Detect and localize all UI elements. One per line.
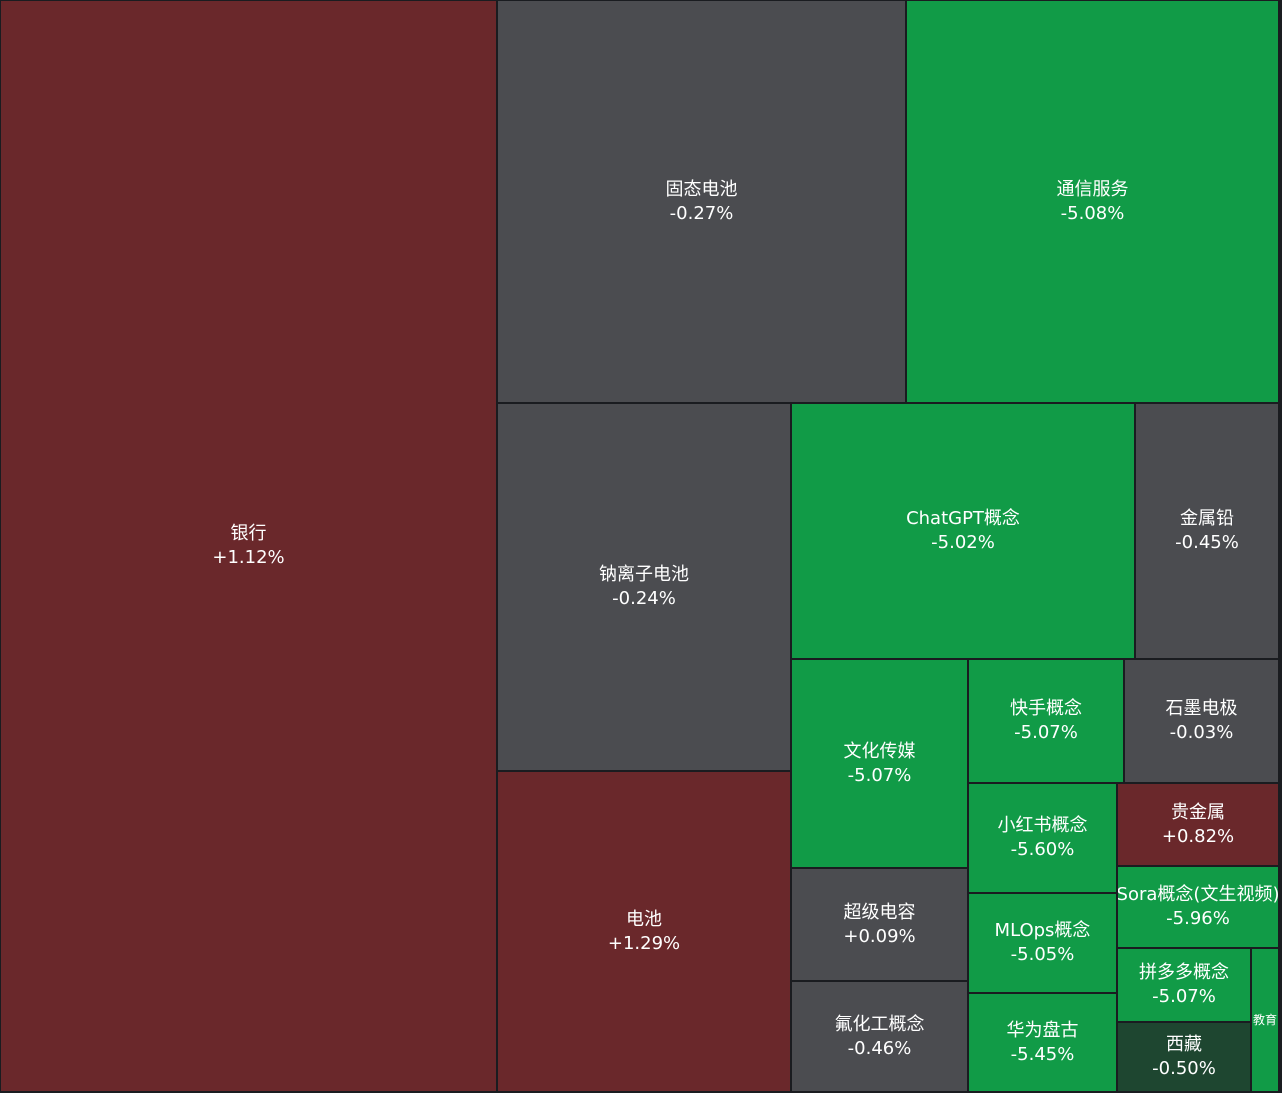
sector-name: 银行 <box>230 523 267 544</box>
sector-change: -5.07% <box>1152 986 1216 1007</box>
sector-change: -5.08% <box>1060 202 1125 224</box>
sector-tile[interactable]: 文化传媒 -5.07% <box>791 659 968 868</box>
sector-tile[interactable]: 教育 <box>1251 948 1279 1092</box>
sector-tile[interactable]: Sora概念(文生视频) -5.96% <box>1117 866 1279 948</box>
sector-name: ChatGPT概念 <box>906 508 1020 529</box>
sector-change: -0.24% <box>612 588 676 609</box>
sector-change: -0.03% <box>1169 722 1234 743</box>
sector-name: 贵金属 <box>1171 801 1225 823</box>
sector-change: -0.27% <box>669 202 734 224</box>
sector-name: 教育 <box>1252 1013 1277 1027</box>
sector-name: 西藏 <box>1166 1034 1202 1055</box>
sector-tile[interactable]: 快手概念 -5.07% <box>968 659 1124 783</box>
sector-change: -0.45% <box>1175 532 1239 553</box>
sector-tile[interactable]: 华为盘古 -5.45% <box>968 993 1117 1092</box>
sector-name: 氟化工概念 <box>834 1013 925 1035</box>
sector-tile[interactable]: 西藏 -0.50% <box>1117 1022 1251 1092</box>
sector-tile[interactable]: 小红书概念 -5.60% <box>968 783 1117 893</box>
sector-name: 石墨电极 <box>1165 698 1238 719</box>
sector-tile[interactable]: 超级电容 +0.09% <box>791 868 968 981</box>
sector-name: 快手概念 <box>1010 698 1082 719</box>
sector-change: -5.07% <box>1014 722 1078 743</box>
sector-change: -0.50% <box>1152 1058 1216 1079</box>
sector-name: 文化传媒 <box>843 740 916 762</box>
sector-tile[interactable]: 金属铅 -0.45% <box>1135 403 1279 659</box>
sector-change: -5.02% <box>931 532 995 553</box>
sector-tile[interactable]: 钠离子电池 -0.24% <box>497 403 791 771</box>
sector-tile[interactable]: 氟化工概念 -0.46% <box>791 981 968 1092</box>
sector-tile[interactable]: 通信服务 -5.08% <box>906 0 1279 403</box>
sector-tile[interactable]: 石墨电极 -0.03% <box>1124 659 1279 783</box>
sector-change: -5.07% <box>847 764 912 786</box>
sector-tile[interactable]: 银行 +1.12% <box>0 0 497 1092</box>
sector-name: 超级电容 <box>843 901 916 923</box>
sector-tile[interactable]: ChatGPT概念 -5.02% <box>791 403 1135 659</box>
sector-name: 钠离子电池 <box>599 564 689 585</box>
sector-change: -0.46% <box>847 1037 912 1059</box>
sector-name: 金属铅 <box>1180 508 1234 529</box>
sector-name: 华为盘古 <box>1006 1019 1079 1041</box>
sector-name: 电池 <box>626 908 662 930</box>
sector-change: -5.60% <box>1010 839 1075 860</box>
sector-name: 固态电池 <box>665 178 738 200</box>
sector-name: Sora概念(文生视频) <box>1117 884 1279 905</box>
sector-name: MLOps概念 <box>994 920 1091 941</box>
sector-tile[interactable]: 贵金属 +0.82% <box>1117 783 1279 866</box>
sector-name: 拼多多概念 <box>1139 962 1229 983</box>
sector-change: +0.09% <box>843 925 916 947</box>
sector-change: +1.29% <box>607 932 681 954</box>
sector-change: -5.96% <box>1166 908 1230 929</box>
sector-change: -5.45% <box>1010 1043 1075 1065</box>
sector-tile[interactable]: 电池 +1.29% <box>497 771 791 1092</box>
sector-tile[interactable]: 固态电池 -0.27% <box>497 0 906 403</box>
sector-tile[interactable]: 拼多多概念 -5.07% <box>1117 948 1251 1022</box>
sector-change: -5.05% <box>1010 944 1075 965</box>
sector-name: 小红书概念 <box>997 815 1088 836</box>
sector-change: +1.12% <box>212 547 285 568</box>
sector-change: +0.82% <box>1161 825 1235 847</box>
sector-name: 通信服务 <box>1056 178 1129 200</box>
sector-tile[interactable]: MLOps概念 -5.05% <box>968 893 1117 993</box>
